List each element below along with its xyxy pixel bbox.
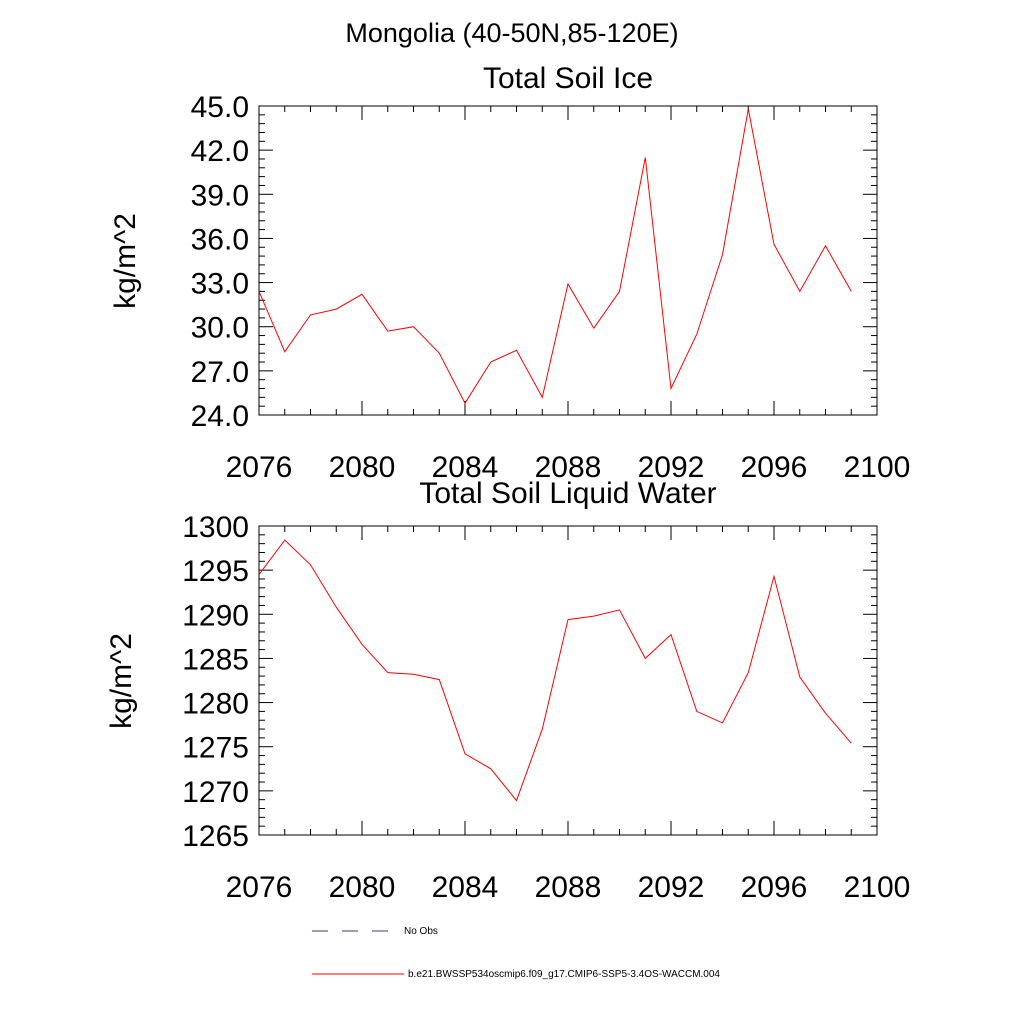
legend: No Obs b.e21.BWSSP534oscmip6.f09_g17.CMI… <box>312 926 720 980</box>
panel0-x-tick-label: 2076 <box>226 451 293 484</box>
panel1-y-tick-label: 1280 <box>182 688 249 721</box>
panel0-y-tick-label: 27.0 <box>191 356 249 389</box>
panel0-plot-frame <box>258 105 878 416</box>
panel1-x-tick-label: 2084 <box>432 871 499 904</box>
panel1-x-tick-label: 2100 <box>844 871 911 904</box>
panel-title-soil-ice: Total Soil Ice <box>483 62 653 95</box>
soil-liquid-water-panel: Total Soil Liquid Water kg/m^2 2076 2080 2… <box>105 477 910 904</box>
panel0-y-tick-label: 39.0 <box>191 179 249 212</box>
panel1-y-tick-label: 1270 <box>182 776 249 809</box>
panel1-series-line-0 <box>258 539 852 802</box>
panel0-y-tick-label: 45.0 <box>191 91 249 124</box>
panel0-y-tick-label: 30.0 <box>191 312 249 345</box>
panel1-y-tick-label: 1295 <box>182 555 249 588</box>
panel1-y-tick-label: 1275 <box>182 732 249 765</box>
panel1-x-tick-label: 2076 <box>226 871 293 904</box>
panel1-y-tick-label: 1290 <box>182 599 249 632</box>
panel0-y-tick-label: 33.0 <box>191 268 249 301</box>
panel1-plot-frame <box>258 525 878 836</box>
panel1-y-tick-label: 1265 <box>182 820 249 853</box>
panel1-x-tick-label: 2088 <box>535 871 602 904</box>
panel0-series-line-0 <box>258 108 852 405</box>
panel1-x-tick-label: 2096 <box>741 871 808 904</box>
panel0-y-tick-label: 24.0 <box>191 400 249 433</box>
y-axis-label-soil-liquid-water: kg/m^2 <box>105 633 138 729</box>
panel-title-soil-liquid-water: Total Soil Liquid Water <box>419 477 716 510</box>
panel1-x-tick-label: 2080 <box>329 871 396 904</box>
panel1-y-tick-label: 1300 <box>182 511 249 544</box>
y-axis-label-soil-ice: kg/m^2 <box>109 213 142 309</box>
panel0-x-tick-label: 2092 <box>638 451 705 484</box>
panel0-y-tick-label: 36.0 <box>191 223 249 256</box>
legend-label-no-obs: No Obs <box>404 926 438 937</box>
legend-label-model: b.e21.BWSSP534oscmip6.f09_g17.CMIP6-SSP5… <box>408 969 720 980</box>
soil-ice-panel: Total Soil Ice kg/m^2 2076 2080 2084 2088 20… <box>109 62 910 484</box>
panel0-y-tick-label: 42.0 <box>191 135 249 168</box>
panel0-x-tick-label: 2100 <box>844 451 911 484</box>
panel0-x-tick-label: 2084 <box>432 451 499 484</box>
panel0-x-tick-label: 2080 <box>329 451 396 484</box>
panel1-x-tick-label: 2092 <box>638 871 705 904</box>
panel0-x-tick-label: 2096 <box>741 451 808 484</box>
main-title: Mongolia (40-50N,85-120E) <box>345 18 678 48</box>
panel0-x-tick-label: 2088 <box>535 451 602 484</box>
panel1-y-tick-label: 1285 <box>182 643 249 676</box>
